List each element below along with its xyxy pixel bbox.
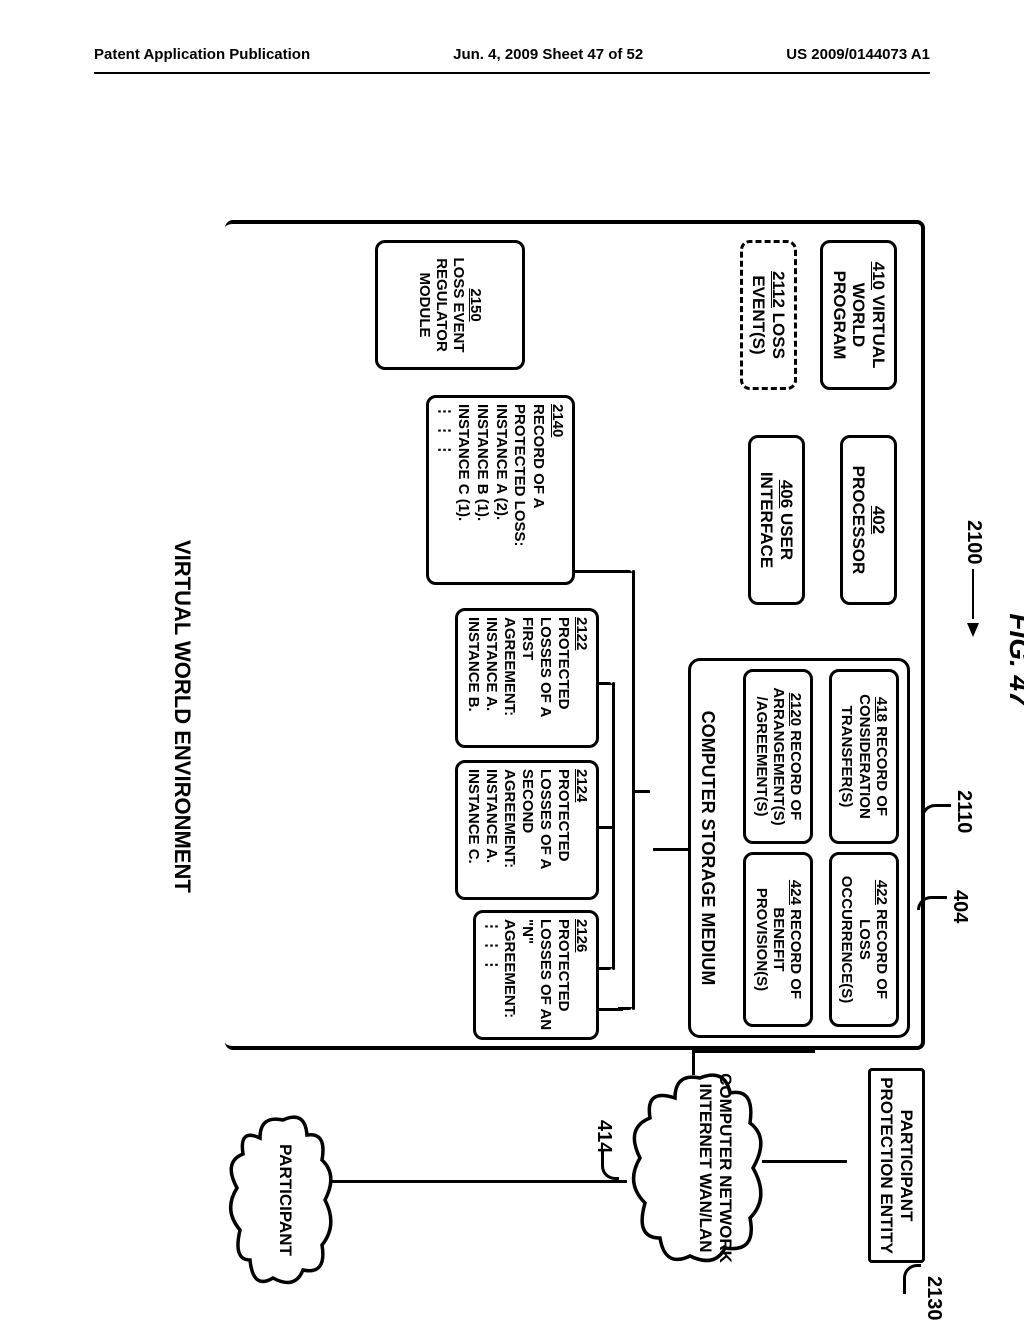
ref-2100: 2100 <box>962 520 985 637</box>
conn-cloud-to-participant <box>329 1180 627 1183</box>
num-406: 406 <box>777 480 796 508</box>
line-2124-0: INSTANCE A. <box>483 769 500 863</box>
storage-medium-label: COMPUTER STORAGE MEDIUM <box>697 711 718 986</box>
text-2140: RECORD OF A PROTECTED LOSS: <box>512 404 548 547</box>
protected-losses-second-box: 2124 PROTECTED LOSSES OF A SECOND AGREEM… <box>455 760 599 900</box>
num-2122: 2122 <box>573 617 590 650</box>
ref-2110: 2110 <box>952 790 975 833</box>
participant-protection-text: PARTICIPANT PROTECTION ENTITY <box>877 1077 916 1254</box>
num-418: 418 <box>873 697 890 722</box>
conn-2140 <box>573 570 623 573</box>
storage-bracket <box>632 570 635 1010</box>
num-2112: 2112 <box>769 271 788 308</box>
participant-protection-entity-box: PARTICIPANT PROTECTION ENTITY <box>868 1068 925 1263</box>
conn-2126-right <box>599 1008 623 1011</box>
line-2122-1: INSTANCE B. <box>465 617 482 712</box>
num-2120: 2120 <box>787 693 804 726</box>
num-422: 422 <box>873 880 890 905</box>
line-2140-0: INSTANCE A (2). <box>493 404 510 520</box>
computer-network-text: COMPUTER NETWORK INTERNET WAN/LAN <box>694 1068 765 1268</box>
num-424: 424 <box>787 880 804 905</box>
num-2140: 2140 <box>549 404 566 437</box>
record-protected-loss-box: 2140 RECORD OF A PROTECTED LOSS: INSTANC… <box>426 395 575 585</box>
ref-2130-leader <box>903 1264 921 1294</box>
record-consideration-box: 418 RECORD OF CONSIDERATION TRANSFER(S) <box>829 669 899 844</box>
text-402: PROCESSOR <box>849 466 868 575</box>
storage-bracket-top <box>653 848 688 851</box>
header-right: US 2009/0144073 A1 <box>786 46 930 63</box>
ref-2100-number: 2100 <box>963 520 985 565</box>
agreements-bracket <box>612 682 615 970</box>
header-rule <box>94 72 930 74</box>
num-2150: 2150 <box>468 288 485 321</box>
ref-414-leader <box>601 1150 619 1180</box>
line-2124-1: INSTANCE C. <box>465 769 482 864</box>
page: Patent Application Publication Jun. 4, 2… <box>0 0 1024 1320</box>
num-410: 410 <box>869 262 888 290</box>
line-2140-3: ⋮ ⋮ ⋮ <box>437 404 454 457</box>
processor-box: 402 PROCESSOR <box>840 435 897 605</box>
header-center: Jun. 4, 2009 Sheet 47 of 52 <box>453 46 643 63</box>
participant-cloud: PARTICIPANT <box>225 1110 335 1290</box>
text-2122: PROTECTED LOSSES OF A FIRST AGREEMENT: <box>501 617 572 717</box>
text-2124: PROTECTED LOSSES OF A SECOND AGREEMENT: <box>501 769 572 869</box>
record-benefit-box: 424 RECORD OF BENEFIT PROVISION(S) <box>744 852 814 1027</box>
text-2150: LOSS EVENT REGULATOR MODULE <box>416 257 468 352</box>
header-left: Patent Application Publication <box>94 46 310 63</box>
conn-mainbox-side <box>695 1050 815 1053</box>
line-2140-2: INSTANCE C (1). <box>455 404 472 521</box>
text-424: RECORD OF BENEFIT PROVISION(S) <box>753 888 805 999</box>
participant-text: PARTICIPANT <box>275 1110 335 1290</box>
virtual-world-environment-label: VIRTUAL WORLD ENVIRONMENT <box>169 540 195 893</box>
ref-404: 404 <box>948 890 971 923</box>
ref-2130: 2130 <box>922 1276 945 1320</box>
figure-title: FIG. 47 <box>1003 613 1024 706</box>
computer-storage-medium-box: 418 RECORD OF CONSIDERATION TRANSFER(S) … <box>688 658 910 1038</box>
line-2126-0: ⋮ ⋮ ⋮ <box>483 919 500 972</box>
num-402: 402 <box>869 506 888 534</box>
ref-414: 414 <box>592 1120 615 1153</box>
loss-event-regulator-box: 2150LOSS EVENT REGULATOR MODULE <box>375 240 525 370</box>
protected-losses-first-box: 2122 PROTECTED LOSSES OF A FIRST AGREEME… <box>455 608 599 748</box>
conn-entity-to-cloud <box>762 1160 847 1163</box>
protected-losses-n-box: 2126 PROTECTED LOSSES OF AN "N" AGREEMEN… <box>473 910 599 1040</box>
line-2140-1: INSTANCE B (1). <box>474 404 491 521</box>
ref-2110-leader <box>921 804 951 818</box>
record-arrangement-box: 2120 RECORD OF ARRANGEMENT(S) /AGREEMENT… <box>744 669 814 844</box>
virtual-world-program-box: 410 VIRTUAL WORLD PROGRAM <box>820 240 897 390</box>
figure-47-diagram: FIG. 47 2100 2110 404 VIRTUAL WORLD ENVI… <box>5 250 1015 1070</box>
page-header: Patent Application Publication Jun. 4, 2… <box>0 46 1024 63</box>
record-loss-occurrence-box: 422 RECORD OF LOSS OCCURRENCE(S) <box>829 852 899 1027</box>
line-2122-0: INSTANCE A. <box>483 617 500 711</box>
loss-events-box: 2112 LOSS EVENT(S) <box>740 240 797 390</box>
computer-network-cloud: COMPUTER NETWORK INTERNET WAN/LAN <box>625 1068 765 1268</box>
num-2124: 2124 <box>573 769 590 802</box>
num-2126: 2126 <box>573 919 590 952</box>
text-2126: PROTECTED LOSSES OF AN "N" AGREEMENT: <box>501 919 572 1030</box>
user-interface-box: 406 USER INTERFACE <box>748 435 805 605</box>
